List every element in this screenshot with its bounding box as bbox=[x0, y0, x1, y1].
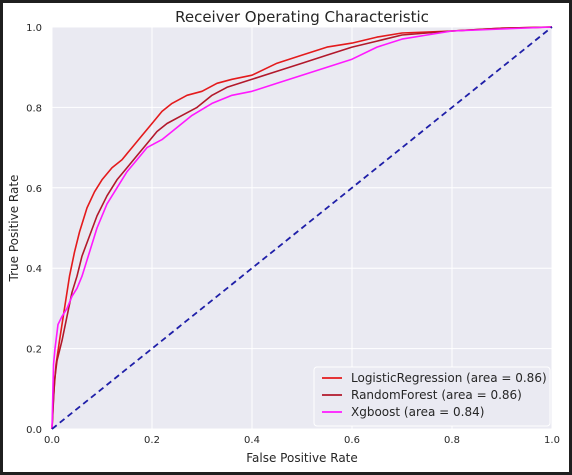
series-line-0 bbox=[51, 26, 553, 430]
tick-labels: 0.0 0.2 0.4 0.6 0.8 1.0 0.0 0.2 0.4 0.6 0.8 1.0 bbox=[26, 23, 560, 446]
x-tick-label: 0.6 bbox=[344, 435, 360, 446]
legend-entry: Xgboost (area = 0.84) bbox=[351, 405, 484, 419]
y-tick-label: 1.0 bbox=[26, 23, 42, 34]
diagonal-reference-line bbox=[51, 26, 553, 430]
y-tick-label: 0.6 bbox=[26, 184, 42, 195]
x-tick-label: 0.2 bbox=[144, 435, 160, 446]
x-axis-label: False Positive Rate bbox=[246, 451, 358, 465]
y-tick-label: 0.4 bbox=[26, 264, 42, 275]
series-layer bbox=[51, 26, 553, 430]
chart-title: Receiver Operating Characteristic bbox=[175, 8, 429, 26]
grid bbox=[51, 26, 553, 430]
series-line-1 bbox=[51, 26, 553, 430]
x-tick-label: 1.0 bbox=[544, 435, 560, 446]
y-tick-label: 0.2 bbox=[26, 345, 42, 356]
legend-box bbox=[313, 366, 551, 427]
series-line-2 bbox=[51, 26, 553, 430]
legend-entry: RandomForest (area = 0.86) bbox=[351, 388, 522, 402]
y-tick-label: 0.0 bbox=[26, 425, 42, 436]
legend: LogisticRegression (area = 0.86) RandomFo… bbox=[313, 366, 551, 427]
x-tick-label: 0.4 bbox=[244, 435, 260, 446]
x-tick-label: 0.0 bbox=[44, 435, 60, 446]
legend-entry: LogisticRegression (area = 0.86) bbox=[351, 371, 547, 385]
y-axis-label: True Positive Rate bbox=[7, 175, 21, 283]
x-tick-label: 0.8 bbox=[444, 435, 460, 446]
y-tick-label: 0.8 bbox=[26, 103, 42, 114]
